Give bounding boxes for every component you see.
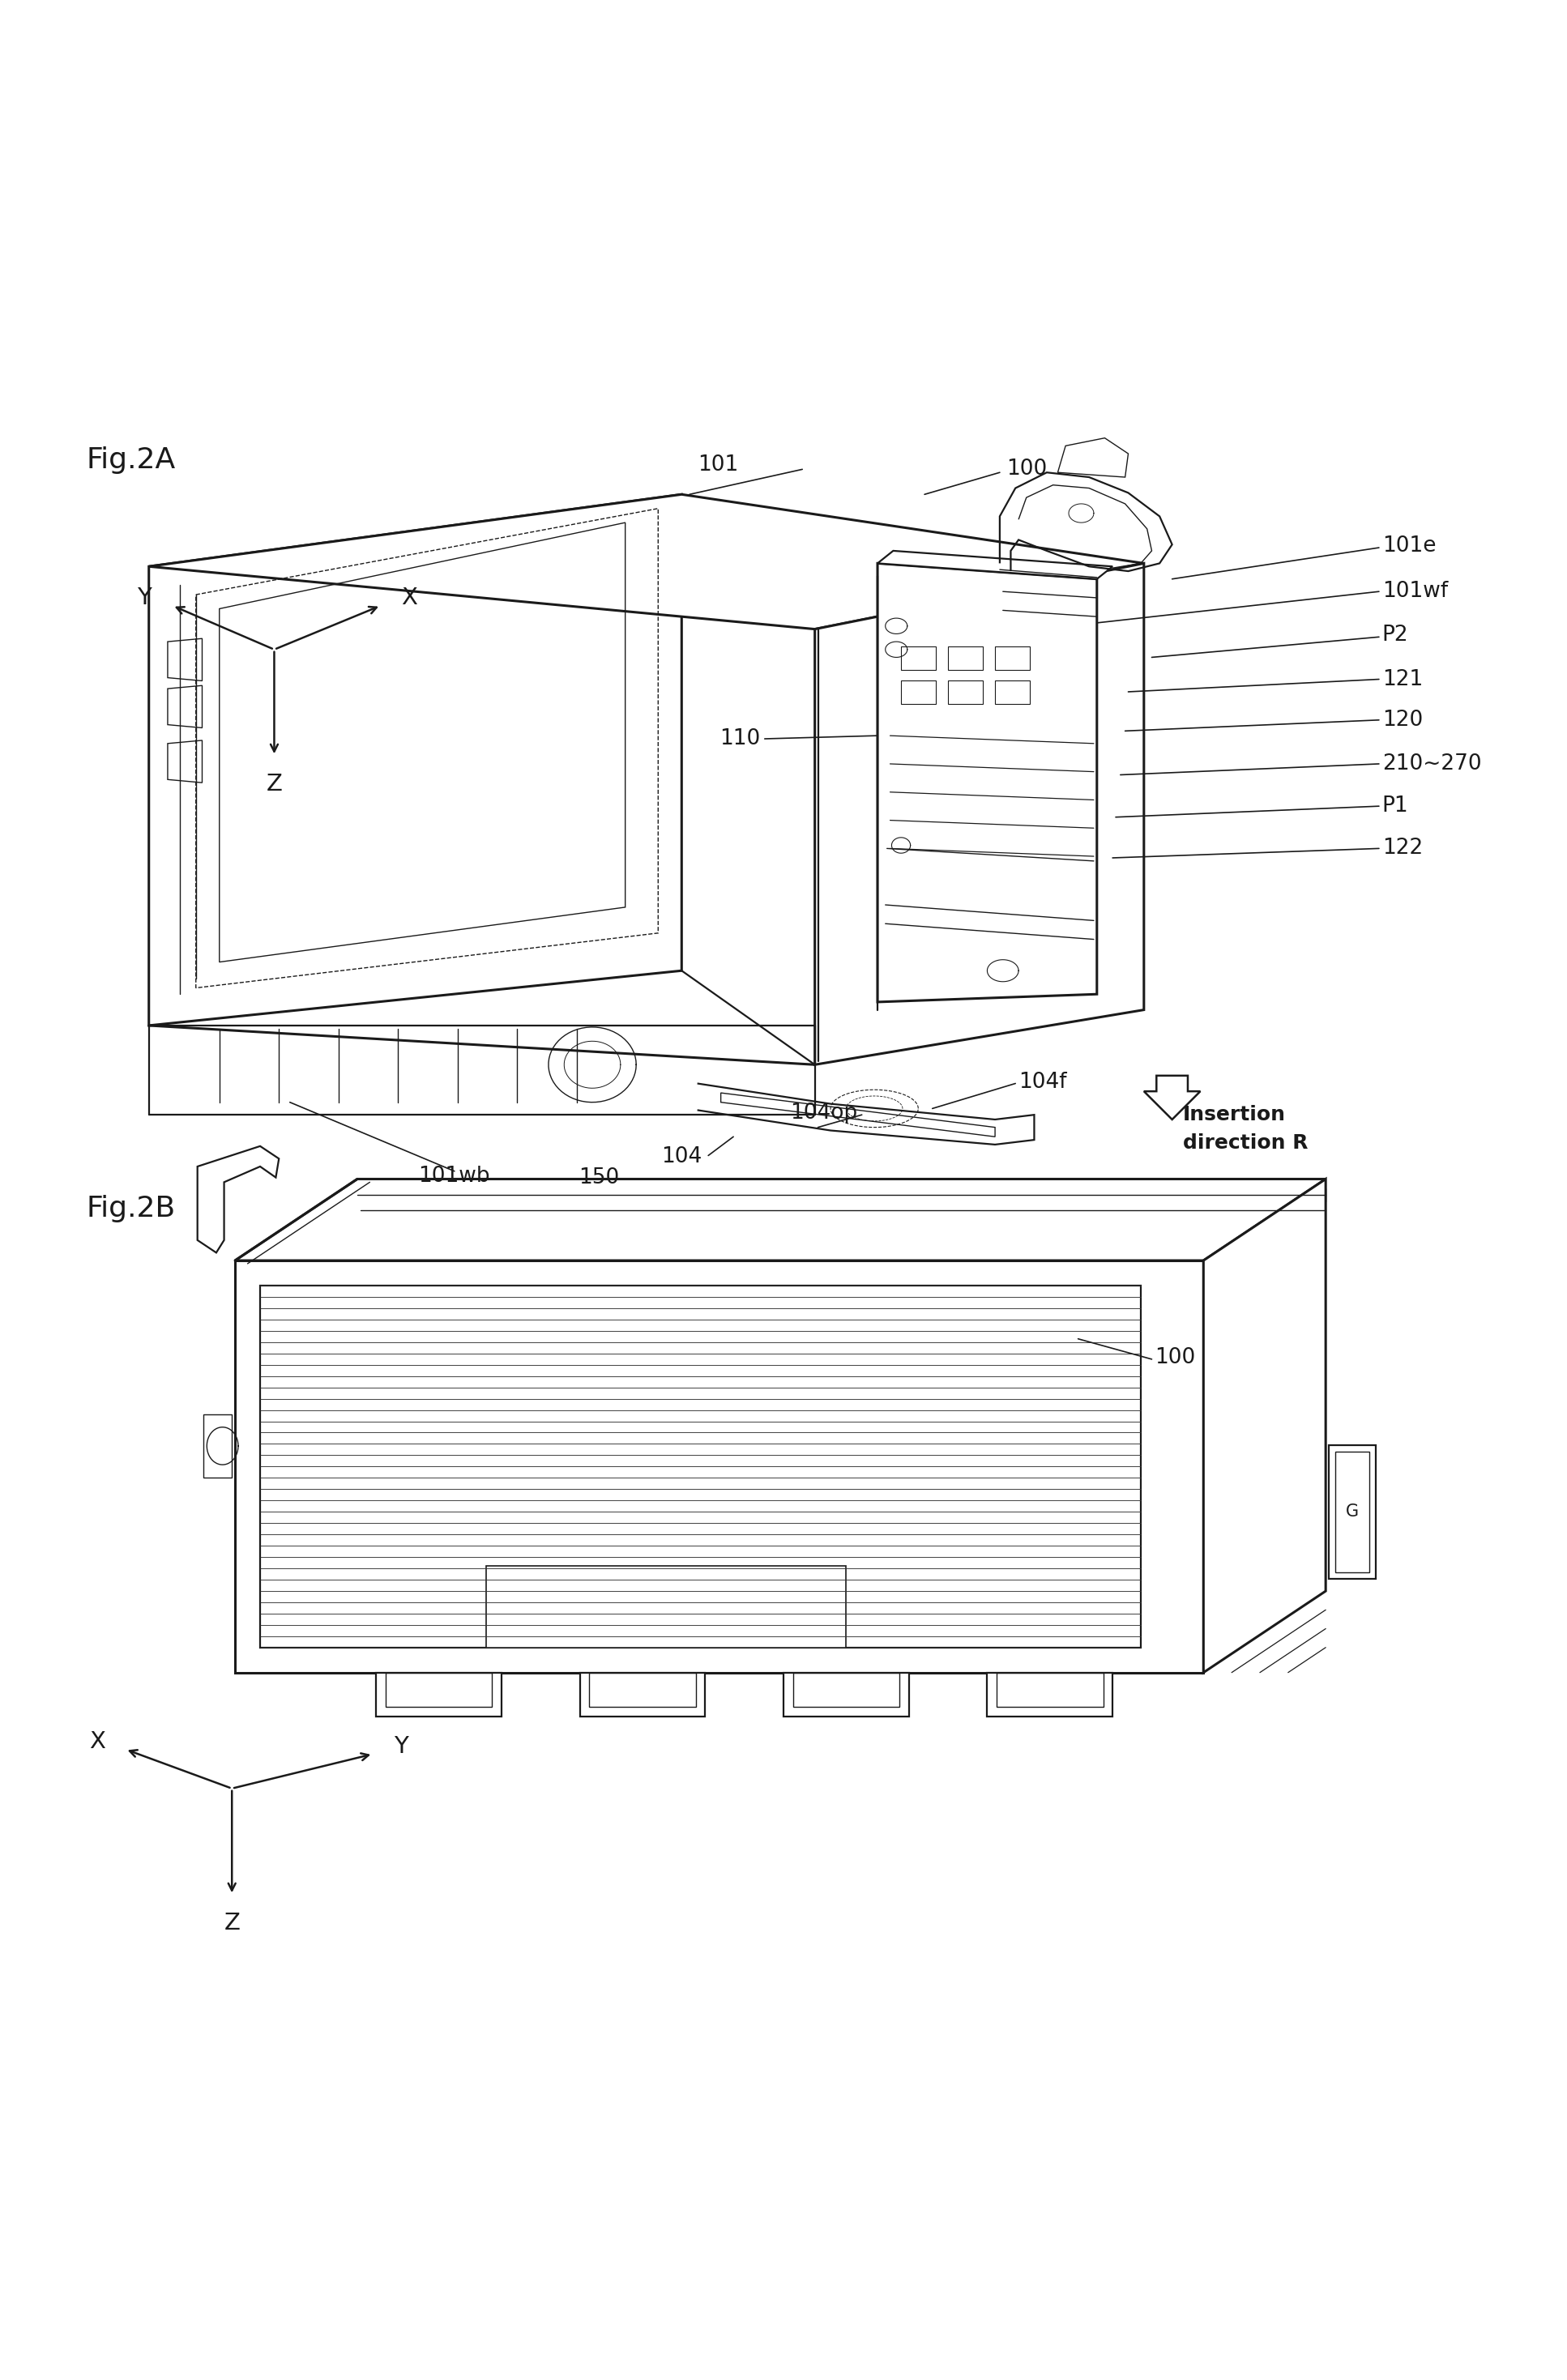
Text: P1: P1 (1382, 795, 1409, 816)
Text: 150: 150 (578, 1166, 619, 1188)
Text: Z: Z (266, 774, 282, 795)
Polygon shape (235, 1178, 1326, 1261)
Text: 104f: 104f (1019, 1071, 1067, 1092)
Text: 104op: 104op (790, 1102, 857, 1123)
Text: Insertion: Insertion (1183, 1104, 1287, 1123)
Text: 101: 101 (697, 455, 738, 476)
Bar (486, 1566, 846, 1647)
Text: 100: 100 (1155, 1347, 1196, 1368)
Text: 101wf: 101wf (1382, 581, 1448, 602)
Polygon shape (878, 564, 1097, 1002)
Text: Y: Y (136, 585, 152, 609)
Polygon shape (1329, 1445, 1376, 1578)
Text: 122: 122 (1382, 838, 1423, 859)
Text: P2: P2 (1382, 626, 1409, 645)
Polygon shape (784, 1673, 909, 1716)
Text: 104: 104 (661, 1147, 702, 1169)
Polygon shape (376, 1673, 501, 1716)
Text: direction R: direction R (1183, 1133, 1308, 1152)
Text: 110: 110 (719, 728, 760, 750)
Text: 210∼270: 210∼270 (1382, 754, 1481, 774)
Polygon shape (149, 495, 682, 1026)
Polygon shape (235, 1261, 1203, 1673)
Polygon shape (878, 550, 1113, 578)
Polygon shape (815, 564, 1144, 1064)
FancyArrow shape (1144, 1076, 1200, 1119)
Text: 101wb: 101wb (418, 1166, 490, 1188)
Text: X: X (89, 1730, 105, 1752)
Text: Z: Z (224, 1911, 240, 1935)
Polygon shape (580, 1673, 705, 1716)
Text: 120: 120 (1382, 709, 1423, 731)
Polygon shape (987, 1673, 1113, 1716)
Text: 101e: 101e (1382, 536, 1435, 557)
Text: G: G (1346, 1504, 1359, 1521)
Text: 121: 121 (1382, 669, 1423, 690)
Text: 100: 100 (1006, 459, 1047, 481)
Polygon shape (149, 495, 1144, 628)
Polygon shape (1203, 1178, 1326, 1673)
Text: X: X (401, 585, 417, 609)
Text: Y: Y (393, 1735, 409, 1756)
Text: Fig.2A: Fig.2A (86, 445, 176, 474)
Text: Fig.2B: Fig.2B (86, 1195, 176, 1223)
FancyBboxPatch shape (204, 1414, 232, 1478)
